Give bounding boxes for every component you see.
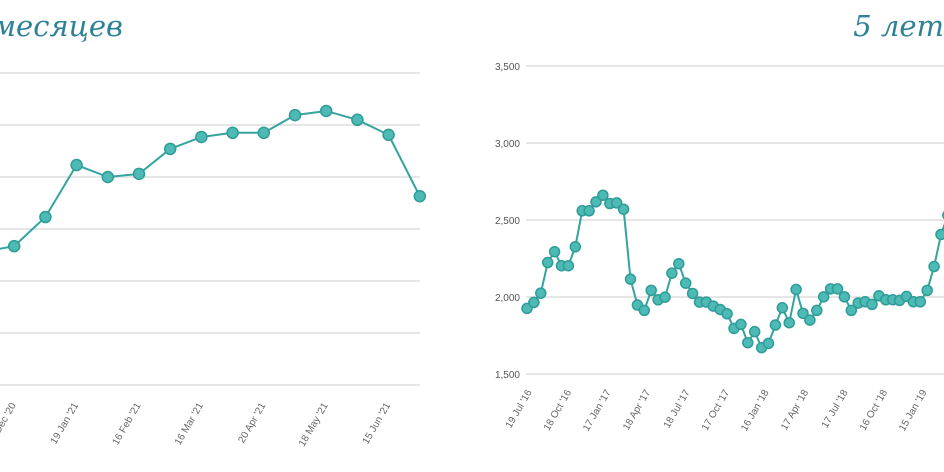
- chart-title-5-years: 5 лет: [853, 9, 944, 43]
- five-year-line-chart: 3,500 3,000 2,500 2,000 1,500 19 Jul '16 18 Oc…: [495, 62, 944, 433]
- data-point: [735, 318, 747, 331]
- data-point: [666, 267, 678, 279]
- data-point: [351, 113, 364, 127]
- data-point: [590, 196, 602, 208]
- x-tick-label: 17 Apr '18: [779, 388, 811, 433]
- data-point: [569, 241, 582, 253]
- y-tick-label: 2,500: [495, 216, 520, 227]
- series-line: [0, 109, 421, 250]
- data-point: [742, 336, 754, 349]
- x-tick-label: 16 Jan '18: [739, 388, 772, 434]
- x-tick-label: 16 Oct '18: [858, 388, 890, 433]
- data-point: [195, 130, 208, 144]
- data-point: [288, 108, 302, 122]
- data-point: [645, 284, 657, 297]
- data-point: [163, 142, 177, 156]
- data-point: [748, 325, 761, 338]
- x-tick-label: 19 Jul '16: [504, 388, 535, 431]
- data-point: [562, 259, 575, 272]
- data-point: [769, 319, 782, 331]
- data-point: [257, 126, 271, 140]
- y-tick-label: 3,000: [495, 139, 520, 150]
- chart-title-months: месяцев: [0, 9, 123, 43]
- data-point: [673, 257, 685, 270]
- y-tick-label: 3,500: [495, 62, 520, 73]
- x-tick-label: 18 May '21: [297, 401, 331, 449]
- data-point: [866, 298, 878, 311]
- y-tick-label: 1,500: [495, 370, 520, 381]
- data-point: [70, 158, 83, 172]
- data-point: [319, 104, 333, 118]
- data-point: [617, 203, 630, 215]
- data-point: [535, 287, 547, 299]
- x-tick-label: 19 Jan '21: [49, 401, 82, 447]
- x-tick-label: 18 Apr '17: [621, 388, 653, 433]
- data-point: [783, 316, 795, 329]
- data-point: [132, 167, 146, 181]
- data-point: [659, 291, 671, 303]
- data-point: [921, 284, 933, 297]
- x-tick-label: 15 Jun '21: [361, 401, 394, 447]
- data-point: [935, 228, 944, 241]
- data-point: [382, 128, 395, 142]
- data-point: [624, 273, 637, 285]
- months-line-chart: Dec '20 19 Jan '21 16 Feb '21 16 Mar '21 20 …: [0, 72, 427, 449]
- data-point: [610, 197, 623, 209]
- data-point: [845, 304, 858, 317]
- data-point: [597, 189, 609, 201]
- data-point: [928, 260, 940, 273]
- data-point: [776, 302, 789, 314]
- x-tick-label: 16 Mar '21: [173, 401, 206, 448]
- x-tick-label: 17 Jan '17: [581, 388, 614, 434]
- data-point: [762, 337, 775, 350]
- data-point: [790, 283, 802, 296]
- x-tick-label: 18 Oct '16: [542, 388, 574, 433]
- data-point: [226, 126, 239, 140]
- data-point: [548, 245, 561, 258]
- data-point: [811, 304, 823, 317]
- data-point: [679, 277, 692, 289]
- data-point: [838, 291, 851, 303]
- data-point: [831, 283, 844, 295]
- x-tick-label: Dec '20: [0, 401, 19, 436]
- data-point: [914, 296, 927, 308]
- data-point: [721, 308, 733, 320]
- data-point: [413, 189, 427, 203]
- x-tick-label: 15 Jan '19: [897, 388, 930, 434]
- data-point: [583, 205, 595, 217]
- data-point: [817, 291, 830, 303]
- data-point: [638, 304, 651, 317]
- x-tick-label: 20 Apr '21: [237, 401, 269, 446]
- data-point: [804, 314, 816, 326]
- x-tick-label: 16 Feb '21: [111, 401, 144, 448]
- data-point: [101, 170, 115, 184]
- data-point: [7, 239, 21, 253]
- x-tick-label: 17 Oct '17: [700, 388, 732, 433]
- y-tick-label: 2,000: [495, 293, 520, 304]
- data-point: [39, 210, 52, 224]
- x-tick-label: 18 Jul '17: [662, 388, 693, 431]
- data-point: [528, 296, 540, 309]
- data-point: [541, 256, 554, 269]
- data-point: [686, 287, 699, 300]
- x-tick-label: 17 Jul '18: [820, 388, 851, 431]
- data-point: [797, 307, 809, 320]
